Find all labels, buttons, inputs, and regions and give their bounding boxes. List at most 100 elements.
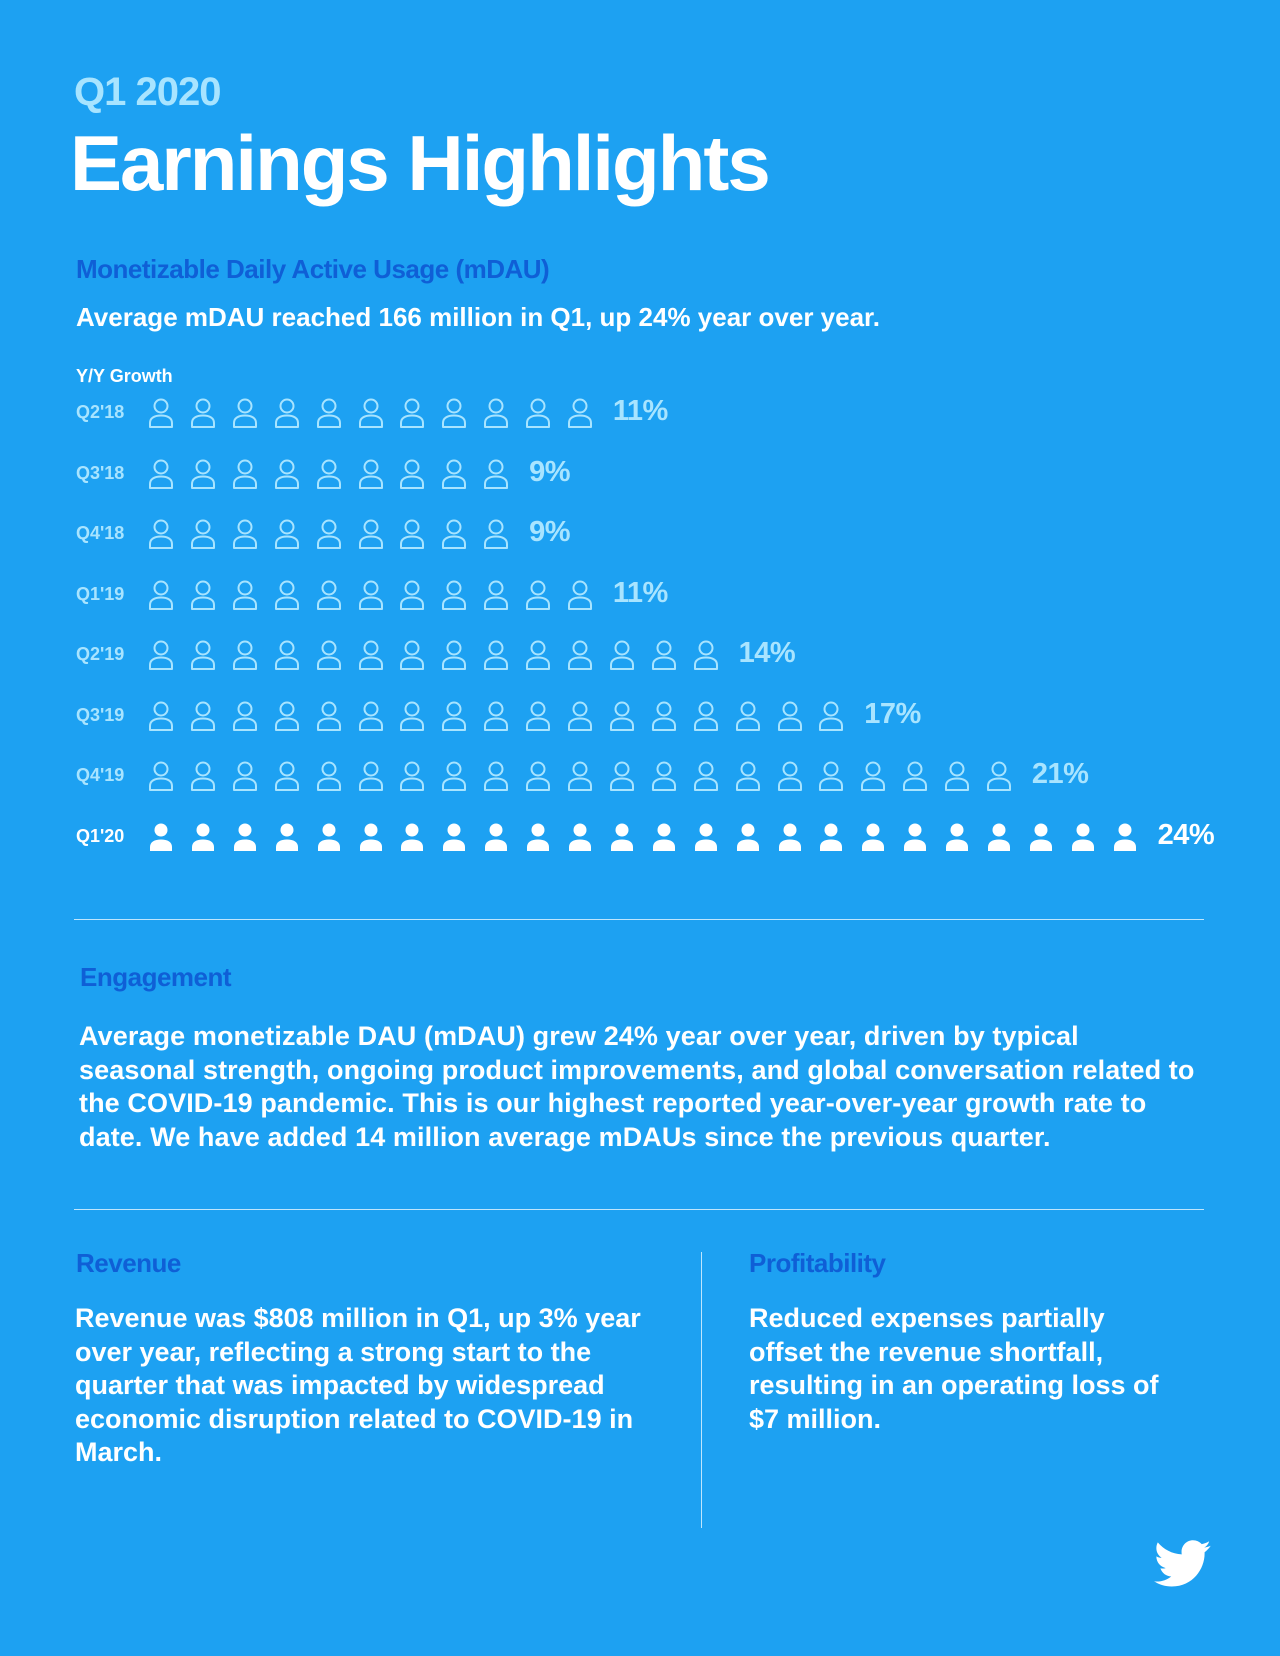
person-outline-icon — [442, 640, 467, 670]
person-outline-icon — [568, 701, 592, 731]
person-outline-icon — [316, 640, 341, 670]
person-outline-icon — [651, 761, 676, 791]
period-label: Q1 2020 — [74, 70, 221, 114]
person-outline-icon — [609, 761, 634, 791]
engagement-heading: Engagement — [80, 962, 232, 992]
person-outline-icon — [609, 701, 634, 731]
person-filled-icon — [443, 823, 466, 851]
person-outline-icon — [190, 580, 215, 610]
row-label: Q1'19 — [76, 583, 125, 604]
person-outline-icon — [568, 580, 592, 610]
page-title: Earnings Highlights — [70, 119, 771, 207]
person-outline-icon — [945, 761, 970, 791]
person-outline-icon — [987, 761, 1011, 791]
person-outline-icon — [316, 519, 341, 549]
person-outline-icon — [190, 459, 215, 489]
person-outline-icon — [568, 761, 592, 791]
person-outline-icon — [693, 761, 718, 791]
person-filled-icon — [485, 823, 508, 851]
person-outline-icon — [316, 459, 341, 489]
row-label: Q2'19 — [76, 644, 125, 664]
person-outline-icon — [484, 640, 509, 670]
row-label: Q1'20 — [76, 825, 125, 846]
person-filled-icon — [778, 823, 801, 851]
growth-value-label: 24% — [1157, 818, 1215, 851]
person-outline-icon — [232, 640, 257, 670]
growth-value-label: 11% — [612, 395, 668, 427]
person-outline-icon — [526, 640, 551, 670]
person-outline-icon — [693, 640, 718, 670]
person-outline-icon — [651, 701, 676, 731]
person-outline-icon — [149, 640, 173, 670]
profitability-heading: Profitability — [749, 1248, 886, 1278]
person-outline-icon — [274, 580, 299, 610]
person-outline-icon — [651, 640, 676, 670]
person-filled-icon — [150, 823, 172, 851]
person-outline-icon — [232, 761, 257, 791]
person-outline-icon — [149, 701, 173, 731]
revenue-body: Revenue was $808 million in Q1, up 3% ye… — [75, 1303, 641, 1467]
person-outline-icon — [274, 761, 299, 791]
person-outline-icon — [316, 580, 341, 610]
person-filled-icon — [820, 823, 843, 851]
person-outline-icon — [484, 761, 509, 791]
person-outline-icon — [484, 580, 509, 610]
person-outline-icon — [274, 519, 299, 549]
person-outline-icon — [526, 398, 551, 428]
growth-value-label: 17% — [864, 697, 921, 730]
person-outline-icon — [400, 398, 425, 428]
person-outline-icon — [358, 701, 383, 731]
person-outline-icon — [400, 519, 425, 549]
person-outline-icon — [777, 701, 802, 731]
person-outline-icon — [149, 459, 173, 489]
person-outline-icon — [568, 398, 592, 428]
person-outline-icon — [149, 580, 173, 610]
person-outline-icon — [442, 701, 467, 731]
person-filled-icon — [862, 823, 885, 851]
person-filled-icon — [1071, 823, 1094, 851]
person-filled-icon — [988, 823, 1010, 851]
person-filled-icon — [1113, 823, 1136, 851]
row-label: Q2'18 — [76, 402, 125, 422]
person-outline-icon — [316, 761, 341, 791]
person-outline-icon — [484, 398, 509, 428]
person-outline-icon — [190, 701, 215, 731]
person-outline-icon — [861, 761, 886, 791]
person-outline-icon — [358, 640, 383, 670]
person-filled-icon — [317, 823, 340, 851]
person-outline-icon — [400, 761, 425, 791]
person-outline-icon — [819, 761, 844, 791]
person-outline-icon — [400, 701, 425, 731]
person-filled-icon — [1029, 823, 1052, 851]
person-outline-icon — [358, 761, 383, 791]
person-outline-icon — [568, 640, 592, 670]
growth-value-label: 9% — [529, 455, 571, 488]
profitability-body: Reduced expenses partially offset the re… — [749, 1303, 1159, 1434]
person-outline-icon — [232, 580, 257, 610]
person-outline-icon — [735, 701, 760, 731]
divider — [74, 919, 1204, 920]
divider — [74, 1209, 1204, 1210]
mdau-summary: Average mDAU reached 166 million in Q1, … — [76, 302, 880, 332]
engagement-body: Average monetizable DAU (mDAU) grew 24% … — [79, 1021, 1195, 1152]
mdau-heading: Monetizable Daily Active Usage (mDAU) — [76, 254, 550, 284]
person-outline-icon — [232, 459, 257, 489]
twitter-bird-icon — [1154, 1540, 1211, 1587]
person-outline-icon — [190, 519, 215, 549]
person-outline-icon — [274, 701, 299, 731]
person-outline-icon — [358, 398, 383, 428]
growth-value-label: 9% — [529, 516, 571, 548]
axis-label: Y/Y Growth — [76, 366, 173, 386]
person-outline-icon — [149, 519, 173, 549]
person-outline-icon — [442, 761, 467, 791]
mdau-growth-chart: Q2'18 11% Q3'18 9% Q4'18 9% Q1'19 11% Q2'19 14% Q3… — [0, 395, 1280, 885]
person-filled-icon — [233, 823, 256, 851]
revenue-heading: Revenue — [76, 1248, 181, 1278]
column-divider — [701, 1252, 702, 1528]
person-outline-icon — [526, 761, 551, 791]
person-outline-icon — [149, 398, 173, 428]
person-outline-icon — [442, 580, 467, 610]
person-outline-icon — [232, 398, 257, 428]
person-outline-icon — [358, 459, 383, 489]
person-filled-icon — [610, 823, 633, 851]
